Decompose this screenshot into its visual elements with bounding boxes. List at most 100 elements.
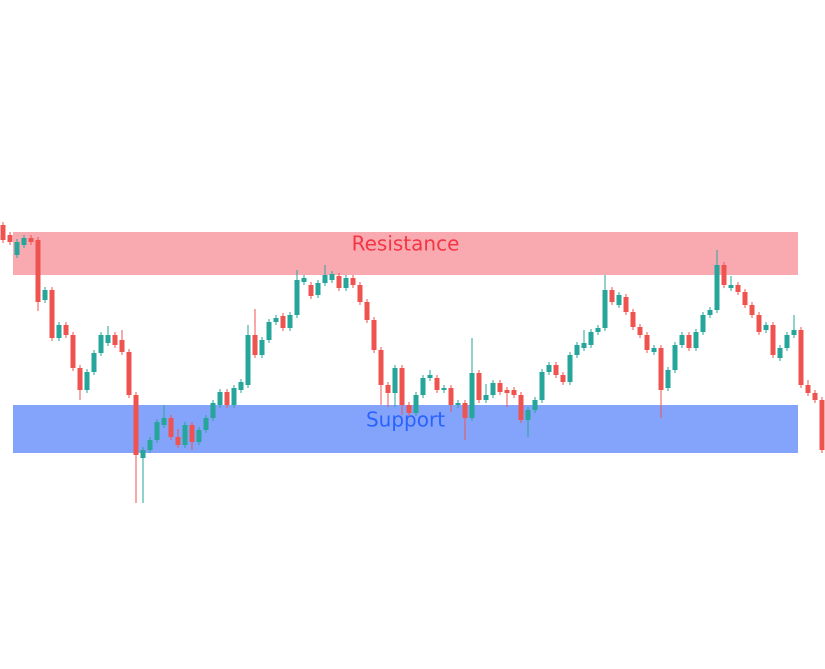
candle-body — [336, 276, 342, 288]
candle-body — [273, 318, 279, 322]
candle-body — [469, 373, 475, 418]
candle-body — [497, 383, 503, 392]
candle-body — [287, 315, 293, 328]
candle-body — [763, 325, 769, 330]
candle-body — [609, 290, 615, 302]
candle-body — [672, 345, 678, 370]
candle-body — [784, 335, 790, 348]
candle-body — [63, 325, 69, 335]
candle-body — [532, 400, 538, 410]
candle-body — [231, 388, 237, 405]
candle-body — [588, 332, 594, 345]
candle-body — [266, 322, 272, 340]
candle-body — [35, 240, 41, 302]
candle-body — [679, 335, 685, 345]
candle-body — [364, 302, 370, 320]
candle-body — [259, 340, 265, 355]
candle-body — [322, 275, 328, 283]
candle-body — [77, 368, 83, 390]
candle-body — [196, 430, 202, 442]
candle-body — [147, 440, 153, 450]
candle-body — [602, 290, 608, 328]
candle-body — [182, 425, 188, 445]
candle-body — [91, 353, 97, 372]
candle-body — [686, 335, 692, 348]
candle-body — [721, 265, 727, 285]
zone — [13, 232, 798, 275]
candle-body — [630, 312, 636, 327]
candle-body — [658, 348, 664, 390]
candle-body — [525, 410, 531, 420]
candle-body — [574, 345, 580, 355]
candle-body — [203, 418, 209, 430]
zone — [13, 405, 798, 453]
candle-body — [21, 238, 27, 245]
candle-body — [70, 335, 76, 368]
candle-body — [112, 335, 118, 345]
candle-body — [504, 390, 510, 393]
candle-body — [56, 325, 62, 338]
candle-body — [749, 305, 755, 315]
candle-body — [224, 392, 230, 405]
candle-body — [161, 418, 167, 425]
candle-body — [553, 365, 559, 375]
candle-body — [819, 400, 825, 450]
candle-body — [735, 285, 741, 292]
candle-body — [413, 395, 419, 413]
candle-body — [665, 370, 671, 388]
candle-body — [168, 418, 174, 437]
candle-body — [651, 348, 657, 352]
candle-body — [742, 292, 748, 305]
candle-body — [217, 392, 223, 405]
candle-body — [644, 335, 650, 350]
candle-body — [0, 225, 6, 240]
candle-body — [294, 280, 300, 315]
candle-body — [399, 368, 405, 405]
candle-body — [14, 242, 20, 255]
candle-body — [245, 335, 251, 385]
candle-body — [511, 390, 517, 395]
candle-body — [595, 328, 601, 332]
candle-body — [126, 352, 132, 395]
candle-body — [434, 378, 440, 390]
candle-body — [133, 395, 139, 455]
candle-body — [714, 265, 720, 310]
candle-body — [637, 327, 643, 335]
candle-body — [476, 373, 482, 400]
zone-label: Resistance — [352, 232, 460, 256]
candle-body — [455, 403, 461, 405]
candle-body — [518, 395, 524, 420]
candle-body — [623, 297, 629, 312]
candle-body — [427, 375, 433, 378]
candle-body — [343, 278, 349, 288]
candle-body — [798, 330, 804, 385]
candle-body — [448, 388, 454, 405]
candle-body — [119, 340, 125, 352]
candle-body — [567, 355, 573, 382]
candle-body — [490, 383, 496, 395]
candle-body — [770, 325, 776, 355]
candle-body — [707, 310, 713, 315]
candle-body — [581, 343, 587, 348]
candle-body — [357, 285, 363, 302]
candle-body — [693, 332, 699, 348]
candle-body — [98, 335, 104, 353]
candle-body — [756, 315, 762, 332]
candle-body — [7, 235, 13, 242]
candle-body — [560, 375, 566, 382]
candle-body — [546, 365, 552, 372]
candle-body — [308, 285, 314, 296]
candle-body — [812, 393, 818, 400]
candle-body — [154, 422, 160, 440]
candle-body — [777, 348, 783, 358]
zone-label: Support — [366, 408, 445, 432]
candle-body — [371, 320, 377, 350]
candle-body — [728, 285, 734, 288]
candle-body — [791, 330, 797, 335]
candle-body — [462, 403, 468, 418]
candle-body — [483, 395, 489, 400]
candle-body — [140, 450, 146, 458]
candle-body — [315, 283, 321, 295]
candle-body — [805, 385, 811, 393]
